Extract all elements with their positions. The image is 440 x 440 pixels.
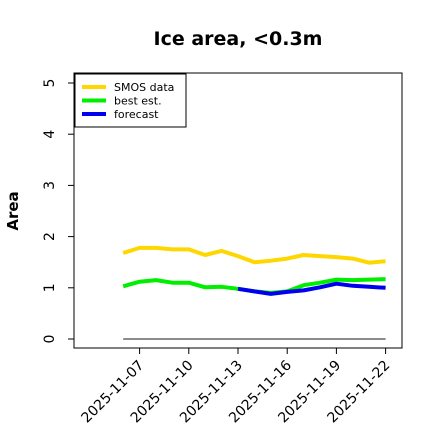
- y-tick-label: 1: [42, 283, 58, 292]
- series-layer: [122, 245, 386, 340]
- legend-label: best est.: [114, 95, 162, 108]
- y-axis-label: Area: [4, 191, 22, 230]
- legend-label: forecast: [114, 108, 159, 121]
- series-line-smos-data: [122, 245, 386, 265]
- x-axis: 2025-11-072025-11-102025-11-132025-11-16…: [79, 347, 393, 426]
- chart-title: Ice area, <0.3m: [154, 28, 323, 50]
- y-tick-label: 3: [42, 181, 58, 190]
- y-tick-label: 0: [42, 335, 58, 344]
- legend-label: SMOS data: [114, 81, 174, 94]
- y-tick-label: 2: [42, 232, 58, 241]
- y-axis: 0 1 2 3 4 5: [42, 79, 75, 344]
- series-line-forecast: [237, 281, 386, 296]
- y-tick-label: 4: [42, 130, 58, 139]
- y-tick-label: 5: [42, 79, 58, 88]
